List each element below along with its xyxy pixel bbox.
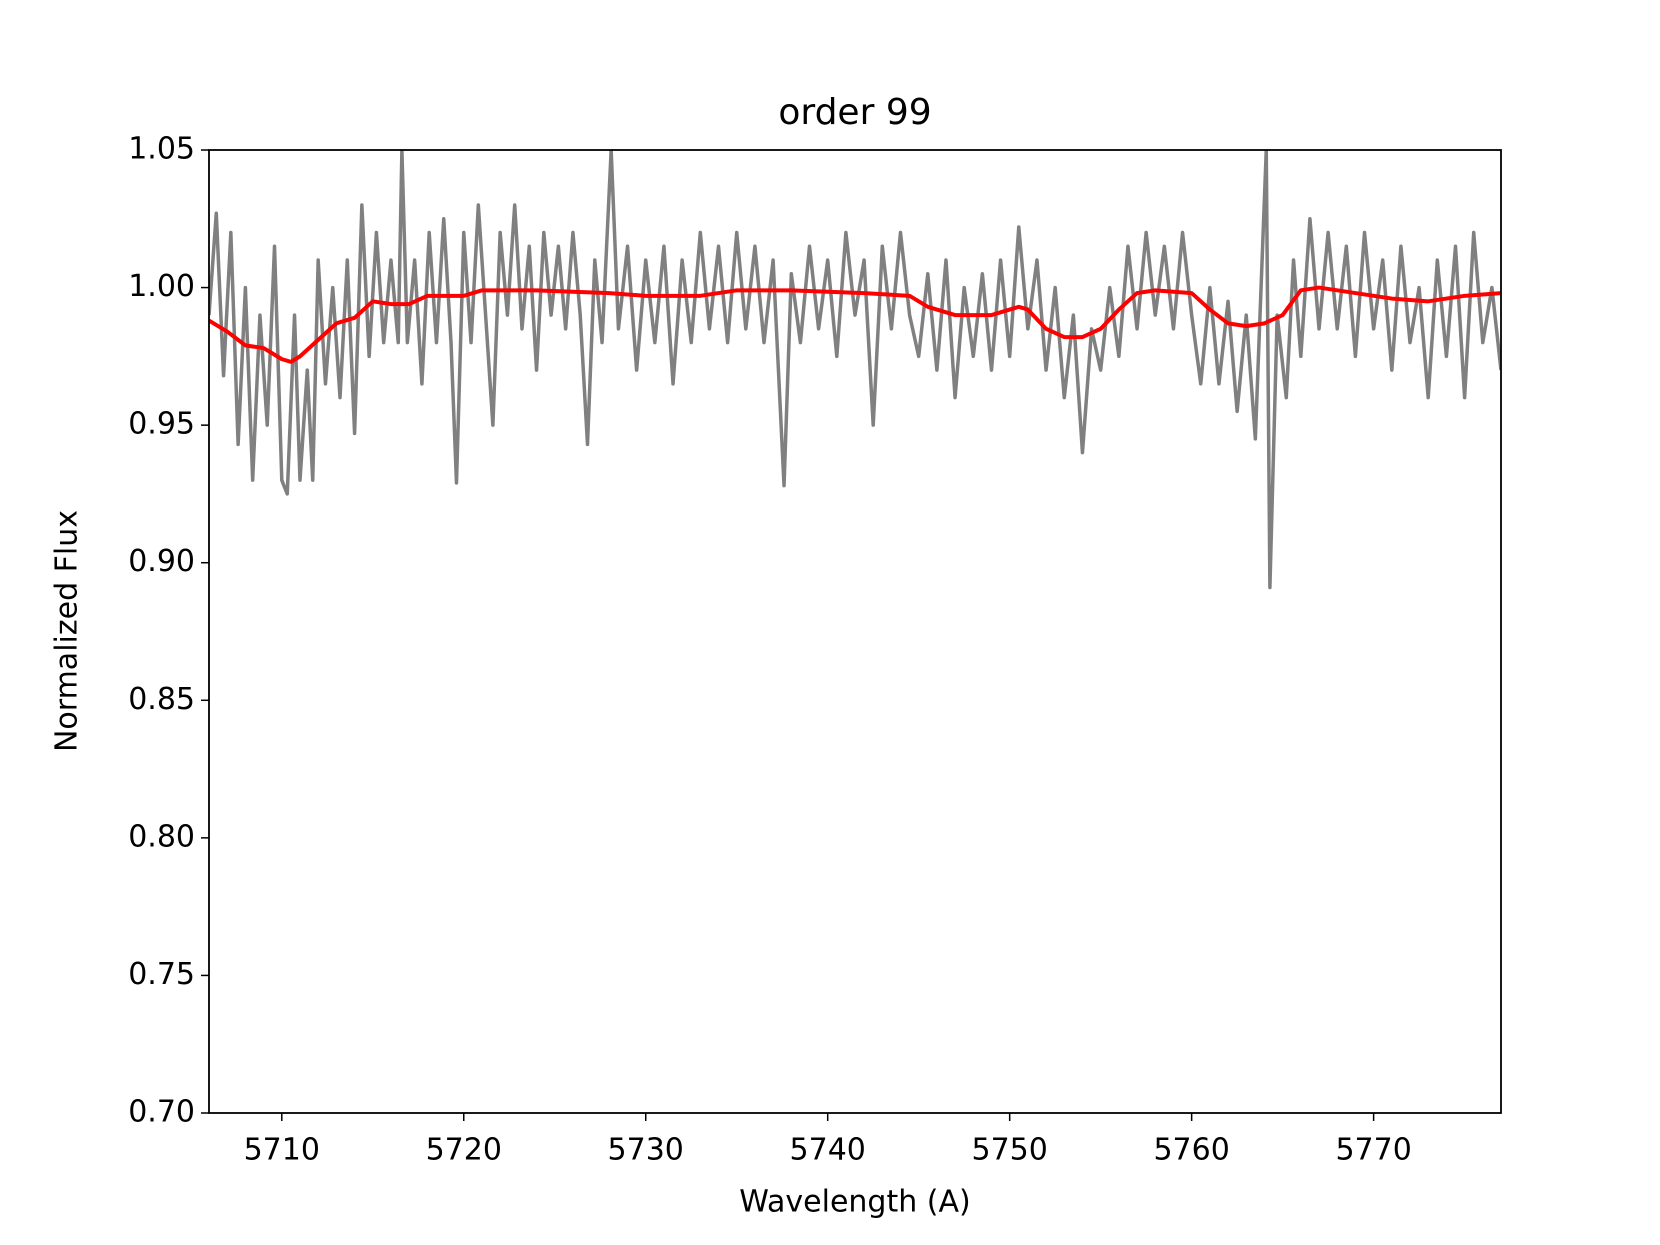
y-tick-label: 0.70 [128, 1095, 195, 1130]
spectrum-line [209, 150, 1501, 590]
x-tick-label: 5710 [244, 1133, 320, 1168]
x-tick-label: 5740 [790, 1133, 866, 1168]
y-tick-label: 0.85 [128, 682, 195, 717]
y-axis-label: Normalized Flux [50, 510, 85, 752]
x-tick-label: 5720 [426, 1133, 502, 1168]
y-tick-label: 0.90 [128, 544, 195, 579]
y-tick-label: 0.75 [128, 957, 195, 992]
y-tick-label: 1.05 [128, 132, 195, 167]
y-tick-label: 1.00 [128, 269, 195, 304]
plot-frame [208, 149, 1502, 1114]
x-tick-label: 5770 [1335, 1133, 1411, 1168]
x-tick-label: 5750 [971, 1133, 1047, 1168]
x-tick-label: 5730 [608, 1133, 684, 1168]
y-tick-label: 0.95 [128, 407, 195, 442]
x-tick-label: 5760 [1153, 1133, 1229, 1168]
y-tick-label: 0.80 [128, 819, 195, 854]
x-axis-label: Wavelength (A) [739, 1185, 970, 1220]
chart-title: order 99 [778, 92, 931, 133]
spectrum-line [209, 285, 1501, 364]
